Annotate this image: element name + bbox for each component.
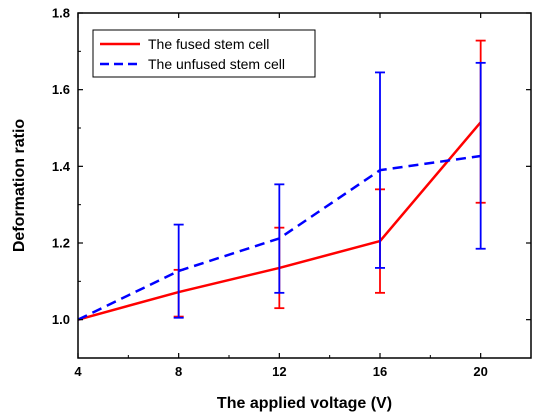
- plot-frame: [77, 12, 532, 359]
- legend-label-fused: The fused stem cell: [148, 36, 269, 52]
- legend: The fused stem cell The unfused stem cel…: [92, 29, 316, 78]
- series-group: [77, 39, 486, 321]
- x-tick-label: 20: [473, 364, 487, 379]
- x-axis-title: The applied voltage (V): [217, 395, 392, 412]
- series-fused: [77, 39, 486, 321]
- axis-ticks: 4 8 12 16 20 1.0 1.2 1.4 1.6 1.8: [52, 6, 531, 379]
- y-tick-label: 1.2: [52, 236, 70, 251]
- legend-label-unfused: The unfused stem cell: [148, 56, 285, 72]
- y-axis-title: Deformation ratio: [11, 119, 28, 253]
- y-tick-label: 1.0: [52, 312, 70, 327]
- y-tick-label: 1.4: [52, 159, 71, 174]
- legend-box: [92, 29, 316, 78]
- x-tick-label: 8: [175, 364, 182, 379]
- series-unfused: [77, 61, 486, 321]
- y-tick-label: 1.8: [52, 6, 70, 21]
- y-tick-label: 1.6: [52, 82, 70, 97]
- x-tick-label: 12: [272, 364, 286, 379]
- x-tick-label: 16: [373, 364, 387, 379]
- x-tick-label: 4: [74, 364, 82, 379]
